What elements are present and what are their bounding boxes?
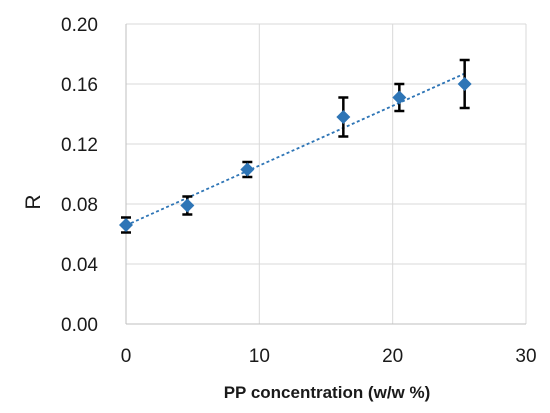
y-tick-label: 0.12	[61, 135, 98, 156]
data-point-diamond	[240, 162, 255, 177]
y-axis-title: R	[22, 194, 45, 209]
x-tick-label: 30	[515, 346, 536, 367]
y-tick-label: 0.04	[61, 255, 98, 276]
error-bars	[121, 58, 470, 234]
x-tick-label: 10	[249, 346, 270, 367]
axes	[125, 24, 526, 325]
data-point-diamond	[119, 218, 133, 232]
data-point-diamond	[180, 198, 195, 213]
grid	[126, 23, 527, 324]
x-axis-title: PP concentration (w/w %)	[224, 383, 431, 402]
trendline-layer	[125, 72, 466, 227]
trendline	[125, 72, 466, 227]
y-tick-label: 0.00	[61, 315, 98, 336]
data-points	[119, 77, 472, 232]
data-point-diamond	[457, 77, 472, 91]
data-point-diamond	[392, 90, 407, 105]
y-tick-label: 0.16	[61, 75, 98, 96]
y-tick-label: 0.08	[61, 195, 98, 216]
tick-labels: 0.00 0.04 0.08 0.12 0.16 0.20 0 10 20 30	[61, 15, 537, 367]
data-point-diamond	[336, 110, 351, 124]
x-tick-label: 0	[121, 346, 132, 367]
y-tick-label: 0.20	[61, 15, 98, 36]
x-tick-label: 20	[382, 346, 403, 367]
